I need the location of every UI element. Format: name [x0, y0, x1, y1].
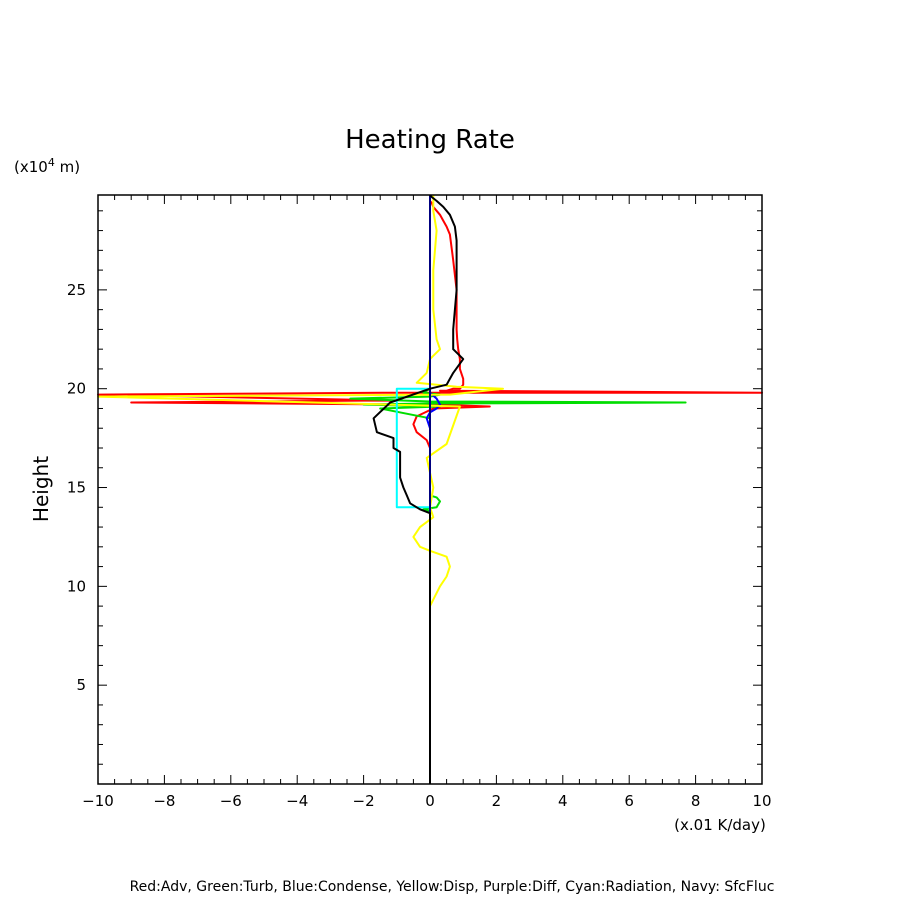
series-line-total	[372, 194, 465, 784]
x-tick-label: 8	[691, 792, 701, 810]
plot-frame	[97, 194, 763, 785]
legend-text: Red:Adv, Green:Turb, Blue:Condense, Yell…	[130, 879, 775, 895]
series-lines	[97, 194, 763, 784]
axis-ticks: −10 −8 −6 −4 −2 0 2 4 6 8 10 5 10 15 20 25	[67, 195, 772, 810]
y-tick-label: 25	[67, 281, 86, 299]
y-tick-label: 5	[76, 676, 86, 694]
x-tick-label: 10	[752, 792, 771, 810]
y-axis-label: Height	[29, 456, 53, 522]
chart-title: Heating Rate	[345, 125, 515, 155]
y-tick-label: 10	[67, 577, 86, 595]
x-tick-label: 2	[492, 792, 502, 810]
x-tick-label: −2	[353, 792, 375, 810]
series-line-adv	[97, 195, 763, 784]
y-axis-units: (x104 m)	[14, 156, 80, 176]
series-line-radiation	[395, 195, 431, 784]
x-tick-label: −8	[153, 792, 175, 810]
x-tick-label: −10	[82, 792, 114, 810]
series-line-turb	[349, 195, 687, 784]
y-tick-label: 20	[67, 380, 86, 398]
x-tick-label: 6	[624, 792, 634, 810]
x-tick-label: −6	[220, 792, 242, 810]
series-line-disp	[97, 195, 504, 784]
x-tick-label: −4	[286, 792, 308, 810]
x-tick-label: 4	[558, 792, 568, 810]
y-tick-label: 15	[67, 479, 86, 497]
x-tick-label: 0	[425, 792, 435, 810]
x-axis-label: (x.01 K/day)	[674, 816, 766, 834]
